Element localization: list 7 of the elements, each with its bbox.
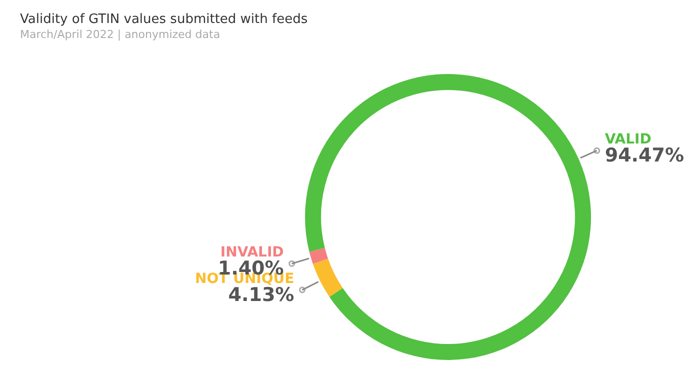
donut-slice (305, 74, 591, 360)
data-label: 4.13% (228, 284, 294, 306)
slice-label: INVALID (220, 244, 284, 261)
donut-slice (312, 258, 343, 297)
chart-title: Validity of GTIN values submitted with feeds (20, 12, 308, 27)
donut-slice (309, 248, 328, 264)
chart-subtitle: March/April 2022 | anonymized data (20, 28, 220, 41)
